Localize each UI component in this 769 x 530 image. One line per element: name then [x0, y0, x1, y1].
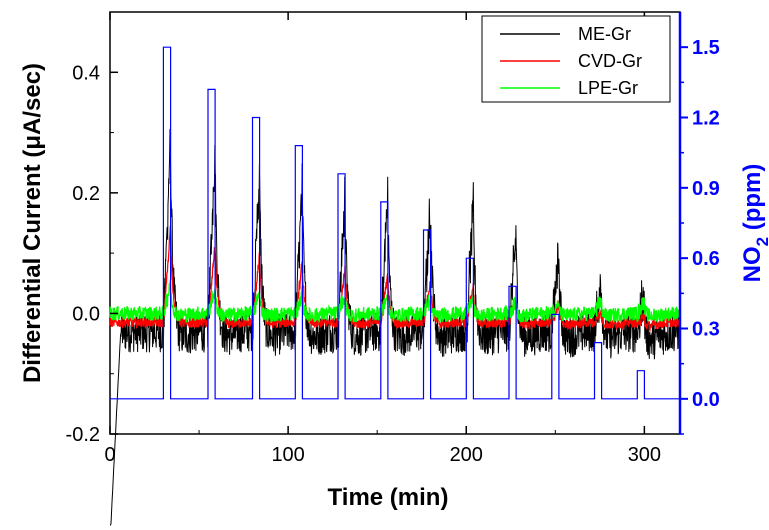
y-right-tick-label: 0.0 — [692, 389, 720, 411]
no2-profile-line — [110, 46, 680, 400]
x-tick-label: 200 — [450, 444, 483, 466]
y-right-title-sub: 2 — [753, 237, 769, 246]
legend-label-lpe-gr: LPE-Gr — [578, 78, 638, 98]
y-right-tick-label: 0.6 — [692, 248, 720, 270]
no2-layer — [110, 46, 680, 400]
series-layer — [109, 128, 681, 526]
y-left-axis-ticks: -0.2 0.0 0.2 0.4 — [66, 62, 118, 446]
y-right-tick-label: 0.9 — [692, 178, 720, 200]
y-left-tick-label: 0.0 — [72, 303, 100, 325]
legend-label-cvd-gr: CVD-Gr — [578, 51, 642, 71]
y-right-axis-ticks: 0.0 0.3 0.6 0.9 1.2 1.5 — [680, 37, 720, 435]
y-left-tick-label: -0.2 — [66, 424, 100, 446]
y-right-title-main: NO — [739, 246, 766, 282]
y-right-tick-label: 0.3 — [692, 319, 720, 341]
y-right-tick-label: 1.2 — [692, 108, 720, 130]
series-line-cvd-gr — [109, 225, 681, 333]
x-axis-ticks: 0 100 200 300 — [104, 12, 661, 466]
legend: ME-Gr CVD-Gr LPE-Gr — [481, 15, 671, 103]
y-right-tick-label: 1.5 — [692, 37, 720, 59]
y-left-tick-label: 0.2 — [72, 183, 100, 205]
y-right-axis-title: NO2 (ppm) — [739, 164, 769, 283]
x-tick-label: 300 — [628, 444, 661, 466]
y-left-tick-label: 0.4 — [72, 62, 100, 84]
x-tick-label: 100 — [271, 444, 304, 466]
x-axis-title: Time (min) — [328, 484, 449, 511]
x-tick-label: 0 — [104, 444, 115, 466]
legend-label-me-gr: ME-Gr — [578, 24, 631, 44]
y-right-title-tail: (ppm) — [739, 164, 766, 237]
series-line-lpe-gr — [109, 279, 681, 324]
y-left-axis-title: Differential Current (μA/sec) — [19, 63, 46, 383]
